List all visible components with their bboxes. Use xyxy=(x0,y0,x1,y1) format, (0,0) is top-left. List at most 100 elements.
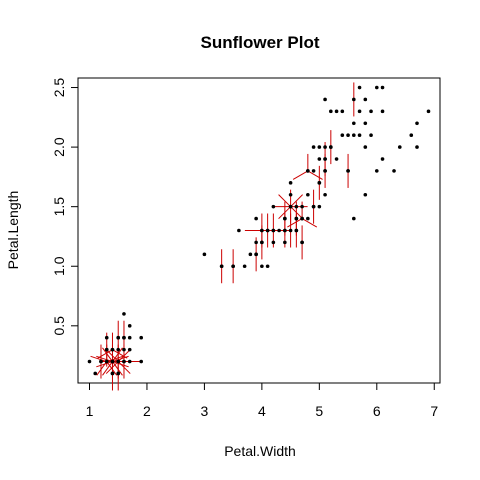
data-point xyxy=(127,347,132,352)
x-tick-label: 2 xyxy=(143,403,151,419)
sunflower-center xyxy=(346,169,350,173)
data-point xyxy=(415,121,419,126)
data-point xyxy=(127,359,132,364)
sunflower-center xyxy=(116,371,121,376)
data-point xyxy=(415,145,419,149)
sunflower-petals xyxy=(90,82,355,391)
data-point xyxy=(122,347,126,352)
sunflower-petal xyxy=(102,347,113,362)
sunflower-petal xyxy=(112,361,123,376)
sunflower-center xyxy=(260,228,264,233)
sunflower-center xyxy=(104,347,109,352)
sunflower-center xyxy=(311,204,316,209)
y-axis-label: Petal.Length xyxy=(5,191,21,270)
x-tick-label: 7 xyxy=(430,403,438,419)
data-point xyxy=(242,264,247,269)
data-point xyxy=(317,145,322,149)
data-point xyxy=(392,169,396,173)
data-point xyxy=(357,133,362,137)
data-point xyxy=(340,109,345,114)
sunflower-petal xyxy=(292,170,309,180)
y-tick-label: 1.0 xyxy=(51,256,67,276)
sunflower-center xyxy=(254,252,258,257)
sunflower-center xyxy=(283,228,287,233)
data-point xyxy=(288,192,293,197)
data-point xyxy=(374,85,379,90)
data-point xyxy=(352,133,356,137)
y-tick-label: 0.5 xyxy=(51,316,67,336)
x-tick-label: 1 xyxy=(86,403,94,419)
sunflower-center xyxy=(352,97,356,102)
sunflower-center xyxy=(288,228,293,233)
x-axis: 1 2 3 4 5 6 7 xyxy=(86,382,438,419)
x-tick-label: 3 xyxy=(201,403,209,419)
sunflower-petal xyxy=(102,361,113,376)
data-point xyxy=(352,121,356,126)
sunflower-center xyxy=(329,145,333,149)
data-point xyxy=(334,157,339,161)
sunflower-petal xyxy=(106,355,124,363)
sunflower-petal xyxy=(301,218,318,228)
data-points xyxy=(87,85,431,376)
data-point xyxy=(363,192,368,197)
data-point xyxy=(271,240,276,245)
y-tick-label: 2.0 xyxy=(51,137,67,157)
sunflower-center xyxy=(294,228,299,233)
data-point xyxy=(104,335,109,340)
sunflower-center xyxy=(323,169,327,173)
data-point xyxy=(306,192,310,197)
data-point xyxy=(254,216,258,221)
y-tick-label: 2.5 xyxy=(51,78,67,98)
data-point xyxy=(283,240,287,245)
sunflower-center xyxy=(323,157,327,161)
sunflower-petal xyxy=(290,194,303,208)
data-point xyxy=(363,121,368,126)
data-point xyxy=(426,109,431,114)
data-point xyxy=(334,109,339,114)
y-tick-label: 1.5 xyxy=(51,197,67,217)
sunflower-center xyxy=(300,216,304,221)
data-point xyxy=(237,228,241,233)
data-point xyxy=(288,181,293,185)
chart-title: Sunflower Plot xyxy=(201,33,320,52)
sunflower-center xyxy=(300,240,304,245)
data-point xyxy=(311,145,316,149)
sunflower-center xyxy=(116,359,121,364)
data-point xyxy=(300,204,304,209)
sunflower-petal xyxy=(106,361,118,376)
x-axis-label: Petal.Width xyxy=(224,443,296,459)
data-point xyxy=(87,359,92,364)
data-point xyxy=(127,324,132,328)
sunflower-center xyxy=(265,228,270,233)
sunflower-center xyxy=(219,264,224,269)
sunflower-center xyxy=(122,335,126,340)
sunflower-petal xyxy=(96,361,108,376)
sunflower-center xyxy=(104,359,109,364)
x-tick-label: 4 xyxy=(258,403,266,419)
data-point xyxy=(116,347,121,352)
sunflower-center xyxy=(110,371,115,376)
sunflower-petal xyxy=(287,218,303,228)
sunflower-petal xyxy=(97,349,113,359)
sunflower-center xyxy=(122,359,126,364)
data-point xyxy=(363,145,368,149)
data-point xyxy=(265,264,270,269)
data-point xyxy=(369,133,373,137)
data-point xyxy=(363,97,368,102)
sunflower-center xyxy=(116,335,121,340)
sunflower-center xyxy=(317,181,322,185)
sunflower-petal xyxy=(278,194,291,208)
data-point xyxy=(277,228,281,233)
data-point xyxy=(248,252,253,257)
data-point xyxy=(380,157,385,161)
x-tick-label: 5 xyxy=(315,403,323,419)
data-point xyxy=(306,216,310,221)
data-point xyxy=(294,204,299,209)
data-point xyxy=(317,204,322,209)
sunflower-center xyxy=(294,216,299,221)
data-point xyxy=(357,109,362,114)
y-axis: 0.5 1.0 1.5 2.0 2.5 xyxy=(51,78,79,336)
data-point xyxy=(380,109,385,114)
data-point xyxy=(357,85,362,90)
